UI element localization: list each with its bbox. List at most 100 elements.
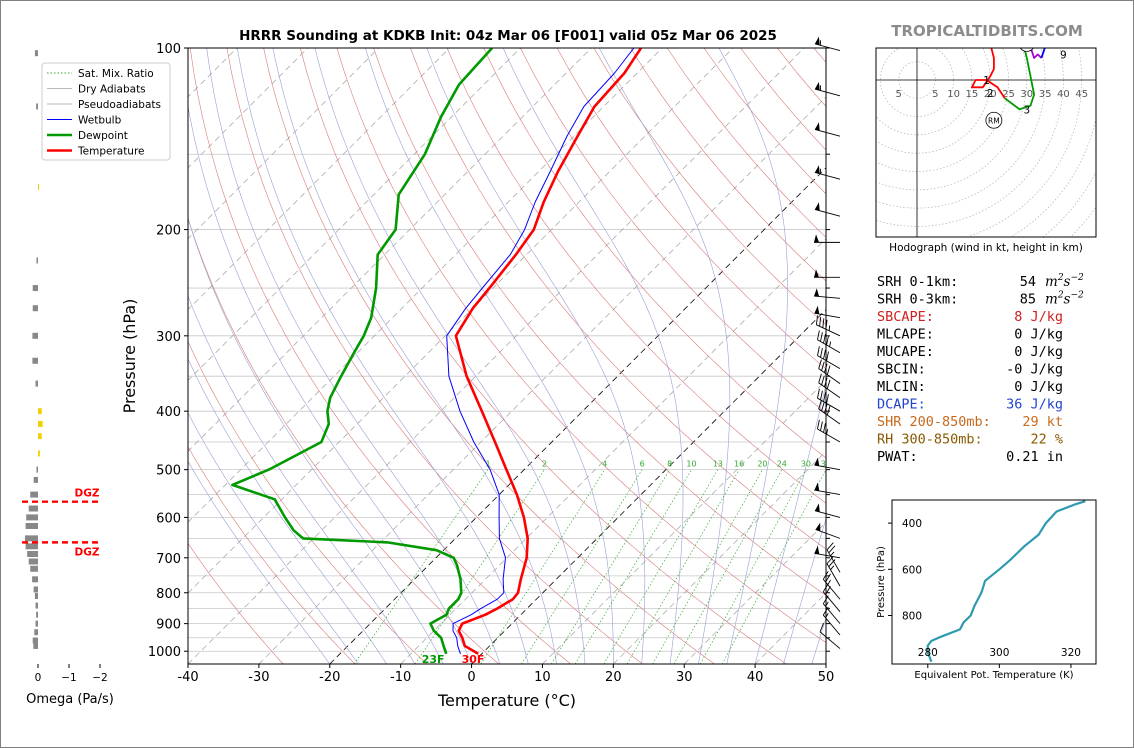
index-value: 85 bbox=[1020, 292, 1036, 308]
chart-title: HRRR Sounding at KDKB Init: 04z Mar 06 [… bbox=[239, 28, 777, 44]
dry-adiabat bbox=[226, 48, 643, 664]
barb-staff bbox=[822, 603, 841, 624]
barb-flag bbox=[814, 36, 820, 46]
index-value: 54 bbox=[1020, 274, 1036, 290]
hodo-ring bbox=[1069, 206, 1096, 237]
index-label: SBCAPE: bbox=[877, 309, 934, 325]
barb-staff bbox=[818, 368, 841, 384]
wetbulb-profile bbox=[446, 48, 635, 654]
dry-adiabat bbox=[188, 217, 499, 664]
wind-barbs bbox=[814, 36, 841, 649]
hodo-trace-6-9km bbox=[1029, 48, 1043, 59]
dry-adiabat bbox=[593, 48, 826, 326]
barb-full bbox=[826, 556, 834, 564]
wind-barb bbox=[814, 81, 841, 97]
y-tick-label: 300 bbox=[156, 330, 181, 345]
barb-full bbox=[824, 403, 828, 414]
omega-bar bbox=[35, 380, 38, 387]
omega-bar bbox=[33, 642, 38, 649]
dry-adiabat bbox=[188, 446, 356, 664]
barb-staff bbox=[814, 128, 841, 137]
barb-half bbox=[819, 40, 822, 46]
index-unit: m2s−2 bbox=[1045, 273, 1084, 290]
thetae-y-tick-label: 400 bbox=[902, 518, 922, 530]
moist-adiabat bbox=[718, 48, 788, 664]
y-axis-label: Pressure (hPa) bbox=[120, 299, 139, 414]
moist-adiabat bbox=[206, 48, 501, 664]
theta-e-profile bbox=[926, 500, 1086, 663]
mixing-ratio-line bbox=[521, 469, 643, 664]
barb-half bbox=[825, 601, 829, 607]
legend-entry: Dewpoint bbox=[78, 130, 128, 142]
omega-bar bbox=[38, 433, 42, 440]
hodo-ring-label: 5 bbox=[896, 89, 902, 100]
dry-adiabat bbox=[446, 48, 826, 504]
index-value: -0 J/kg bbox=[1006, 362, 1063, 378]
unit-m: m bbox=[1045, 274, 1058, 290]
y-tick-label: 200 bbox=[156, 224, 181, 239]
moist-adiabat bbox=[188, 358, 387, 664]
mixing-ratio-label: 6 bbox=[640, 460, 645, 469]
omega-axis-label: Omega (Pa/s) bbox=[26, 692, 114, 707]
barb-full bbox=[820, 421, 823, 431]
barb-full bbox=[823, 349, 826, 360]
barb-staff bbox=[819, 631, 841, 649]
wind-barb bbox=[818, 359, 841, 384]
barb-staff bbox=[822, 579, 841, 600]
x-tick-label: 30 bbox=[676, 670, 693, 685]
index-value: 0.21 in bbox=[1006, 449, 1063, 465]
moist-adiabat bbox=[188, 295, 416, 664]
barb-full bbox=[821, 401, 825, 412]
barb-full bbox=[826, 405, 831, 416]
barb-full bbox=[820, 332, 823, 342]
barb-flag bbox=[814, 234, 819, 243]
isotherm-line bbox=[188, 48, 734, 594]
wind-barb bbox=[822, 583, 841, 612]
wind-barb bbox=[819, 622, 841, 649]
omega-bar bbox=[36, 466, 38, 473]
dry-adiabat bbox=[483, 48, 826, 459]
barb-full bbox=[822, 570, 829, 580]
barb-staff bbox=[817, 355, 841, 369]
omega-bar bbox=[32, 332, 38, 339]
barb-full bbox=[820, 390, 823, 401]
barb-staff bbox=[816, 324, 841, 337]
moist-adiabat bbox=[188, 104, 472, 664]
mixing-ratio-label: 2 bbox=[542, 460, 547, 469]
hodo-trace-0-3km bbox=[971, 48, 1006, 99]
x-tick-label: -10 bbox=[390, 670, 411, 685]
barb-full bbox=[824, 363, 828, 373]
hodo-ring-label: 10 bbox=[947, 89, 960, 100]
mixing-ratio-label: 10 bbox=[686, 460, 696, 469]
omega-tick-label: −1 bbox=[61, 672, 76, 684]
x-tick-label: 10 bbox=[534, 670, 551, 685]
index-value: 8 J/kg bbox=[1014, 309, 1063, 325]
dry-adiabat bbox=[336, 48, 826, 643]
omega-tick-label: 0 bbox=[35, 672, 42, 684]
dgz-label-top: DGZ bbox=[75, 488, 100, 500]
barb-full bbox=[818, 373, 822, 383]
wind-barb bbox=[814, 202, 841, 217]
dry-adiabat bbox=[556, 48, 826, 370]
omega-bar bbox=[24, 535, 38, 542]
moist-adiabat bbox=[754, 383, 826, 664]
moist-adiabat bbox=[188, 460, 331, 664]
barb-flag bbox=[814, 122, 820, 131]
hodo-trace-3-6km bbox=[1004, 48, 1035, 111]
barb-staff bbox=[817, 428, 841, 443]
barb-flag bbox=[814, 269, 819, 278]
wind-barb bbox=[822, 595, 841, 624]
freezing-isotherm bbox=[471, 308, 826, 664]
index-label: SHR 200-850mb: bbox=[877, 414, 991, 430]
barb-flag bbox=[814, 545, 820, 555]
dgz-label-bottom: DGZ bbox=[75, 546, 100, 558]
thetae-inner bbox=[926, 500, 1086, 663]
barb-full bbox=[823, 392, 826, 402]
storm-motion-label: RM bbox=[988, 116, 1000, 125]
omega-bar bbox=[36, 611, 38, 618]
wind-barb bbox=[817, 346, 841, 369]
skewt-frame bbox=[187, 47, 827, 665]
barb-full bbox=[826, 379, 831, 389]
unit-exp2: −2 bbox=[1070, 273, 1084, 283]
